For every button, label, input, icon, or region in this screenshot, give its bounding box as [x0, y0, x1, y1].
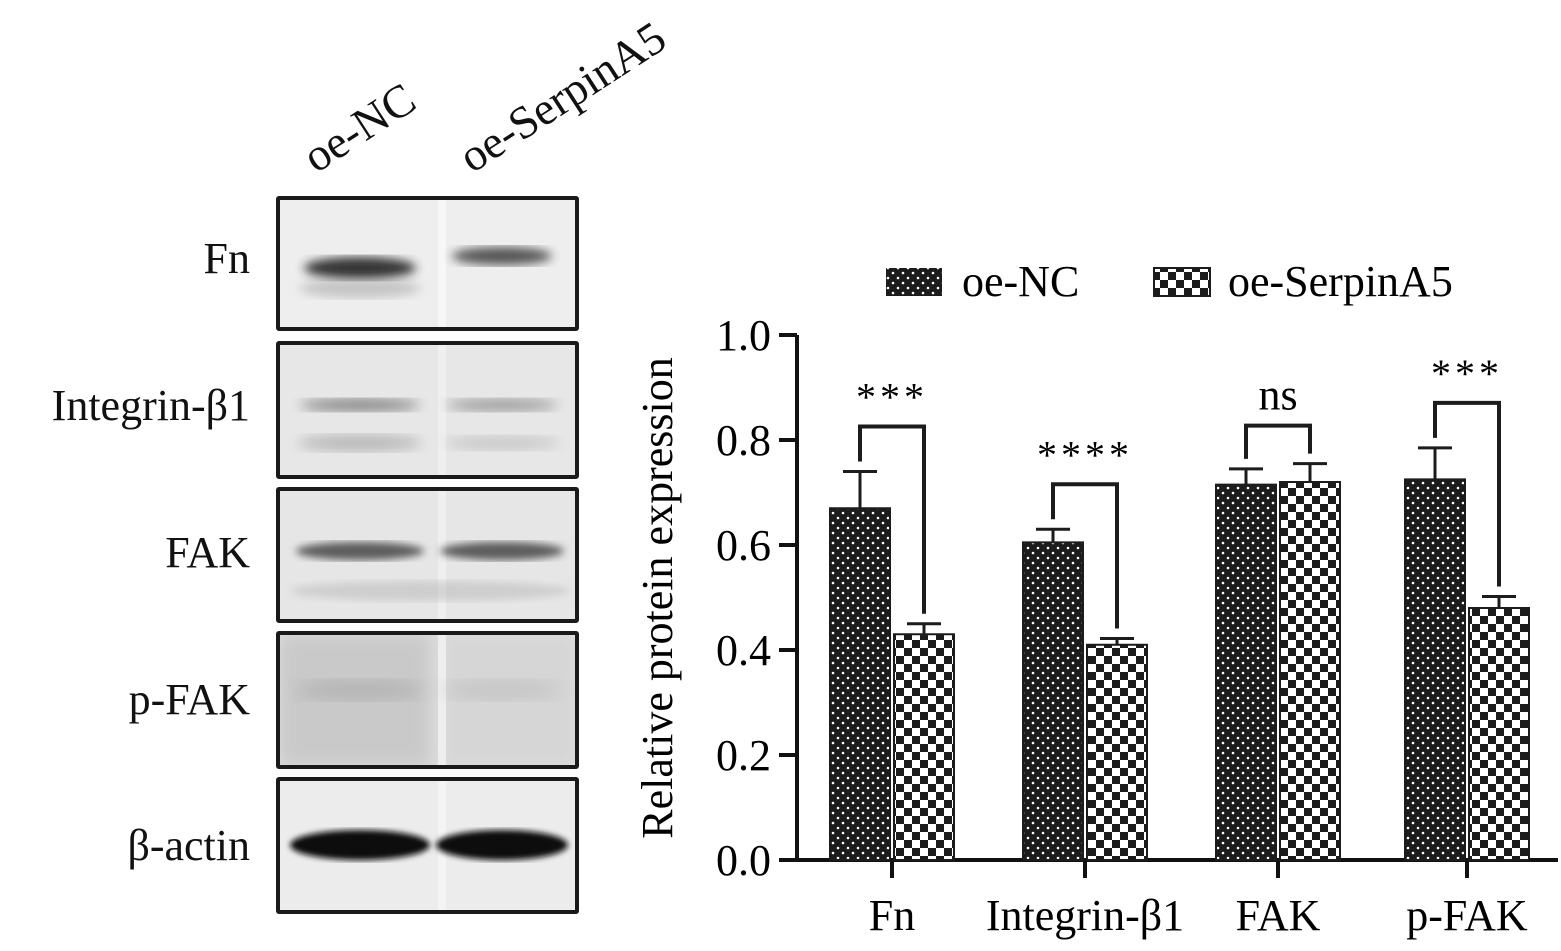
legend-swatch-oe-nc: [886, 268, 942, 296]
bar: [829, 507, 891, 861]
axes: 0.0 0.2 0.4 0.6 0.8 1.0 Fn Integrin-β1 FAK p-FAK: [716, 311, 1558, 940]
x-tick-label: p-FAK: [1406, 891, 1528, 940]
significance-label: ***: [856, 375, 928, 420]
bar: [893, 633, 955, 861]
y-tick-label: 0.4: [716, 626, 771, 675]
blot-panel-integrin-b1: [276, 341, 579, 479]
x-tick-label: Fn: [869, 891, 915, 940]
blot-image-p-fak: [280, 635, 575, 765]
blot-row-label-b-actin: β-actin: [127, 821, 250, 870]
significance-label: ****: [1037, 432, 1133, 477]
x-tick-label: FAK: [1236, 891, 1321, 940]
blot-row-label-fn: Fn: [203, 234, 250, 283]
bars: [829, 446, 1530, 861]
significance-bracket: [1051, 482, 1119, 629]
bar: [1468, 607, 1530, 861]
bar: [1022, 541, 1084, 861]
blot-panel-p-fak: [276, 631, 579, 769]
blot-row-label-integrin-b1: Integrin-β1: [51, 381, 250, 430]
blot-image-fn: [280, 200, 575, 327]
x-tick-label: Integrin-β1: [986, 891, 1184, 940]
y-tick-label: 0.2: [716, 731, 771, 780]
significance-bracket: [1433, 400, 1501, 587]
blot-image-b-actin: [280, 781, 575, 910]
blot-panel-fak: [276, 487, 579, 623]
bar: [1215, 483, 1277, 861]
significance-brackets: *******ns ***: [856, 351, 1503, 629]
y-axis-label: Relative protein expression: [633, 357, 682, 838]
blot-image-fak: [280, 491, 575, 619]
blot-row-label-p-fak: p-FAK: [128, 675, 250, 724]
bar: [1404, 478, 1466, 861]
legend-label-oe-nc: oe-NC: [962, 257, 1079, 306]
y-tick-label: 0.8: [716, 416, 771, 465]
y-tick-label: 0.6: [716, 521, 771, 570]
significance-label: ***: [1431, 351, 1503, 396]
legend: oe-NC oe-SerpinA5: [886, 257, 1453, 306]
significance-bracket: [858, 424, 926, 614]
bar: [1279, 481, 1341, 861]
y-tick-label: 1.0: [716, 311, 771, 360]
significance-label: ns: [1258, 371, 1297, 420]
bar: [1086, 643, 1148, 861]
legend-swatch-oe-serpina5: [1153, 267, 1211, 297]
legend-label-oe-serpina5: oe-SerpinA5: [1228, 257, 1453, 306]
blot-image-integrin-b1: [280, 345, 575, 475]
significance-bracket: [1244, 423, 1312, 459]
blot-panel-b-actin: [276, 777, 579, 914]
blot-row-label-fak: FAK: [165, 528, 250, 577]
blot-panel-fn: [276, 196, 579, 331]
y-tick-label: 0.0: [716, 836, 771, 885]
